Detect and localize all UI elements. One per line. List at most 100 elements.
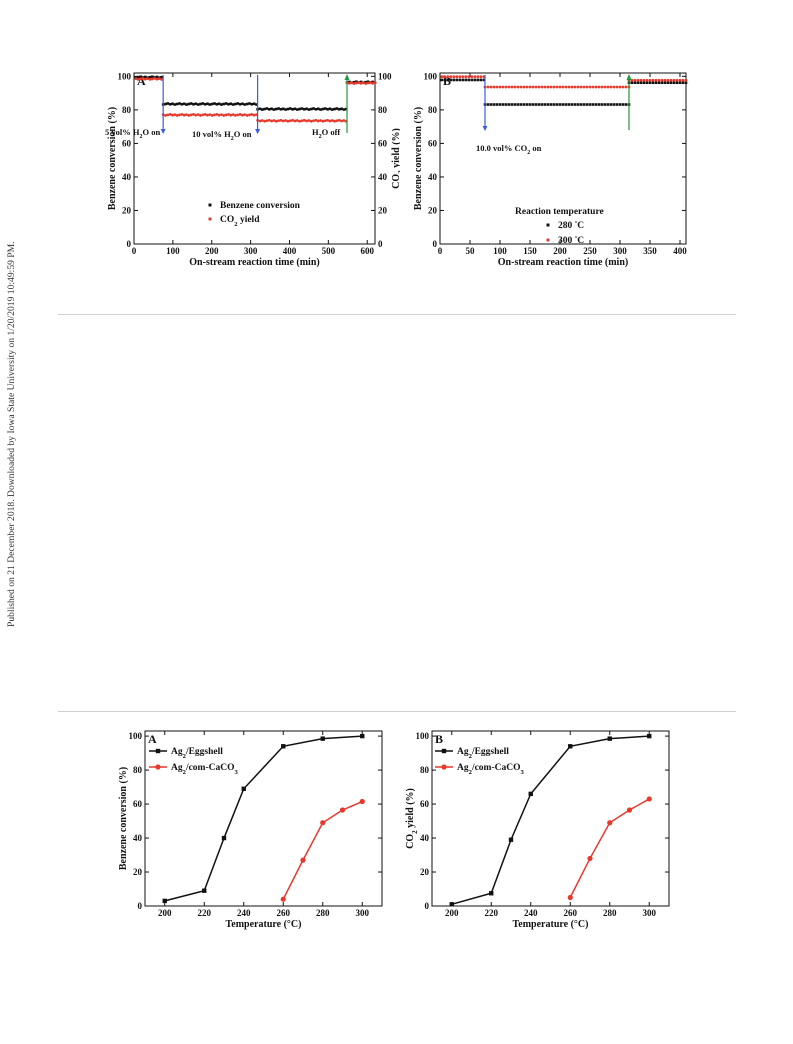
data-point <box>229 102 233 106</box>
data-point <box>291 118 294 122</box>
data-point <box>300 119 304 123</box>
data-point <box>210 114 214 117</box>
data-point <box>173 113 177 117</box>
data-point <box>206 113 209 117</box>
data-point <box>476 78 480 82</box>
data-point <box>250 102 254 106</box>
data-point <box>519 85 523 89</box>
data-point <box>510 85 514 89</box>
data-point <box>654 81 658 85</box>
data-point <box>344 107 348 111</box>
annotation-arrowhead <box>626 74 632 80</box>
data-point <box>585 85 589 89</box>
data-point <box>630 81 634 85</box>
x-tick-label: 300 <box>643 908 657 918</box>
data-point <box>449 75 453 79</box>
annotation-label: H2O off <box>312 127 340 140</box>
data-point <box>486 85 490 89</box>
data-point <box>486 103 490 106</box>
data-point <box>238 102 242 106</box>
legend-entry: Ag2/Eggshell <box>171 747 223 760</box>
data-point <box>187 114 191 117</box>
y-tick-label: 100 <box>129 731 143 741</box>
plot-frame <box>133 72 376 245</box>
data-point <box>213 113 216 117</box>
data-point <box>573 103 577 106</box>
data-point <box>168 102 172 106</box>
data-point <box>236 113 240 117</box>
data-point <box>280 896 286 902</box>
data-point <box>335 107 339 110</box>
figure-1-panel-a: 0 100 200 300 400 500 600 0 0 20 20 40 40 60 60 80 80 100… <box>100 62 405 277</box>
data-point <box>470 78 474 82</box>
data-point <box>277 119 280 123</box>
data-point <box>594 103 598 106</box>
panel-label: A <box>137 74 146 88</box>
data-point <box>286 107 290 111</box>
data-point <box>185 113 188 117</box>
data-point <box>189 113 193 117</box>
data-point <box>173 103 177 106</box>
data-point <box>279 118 283 122</box>
data-point <box>234 102 237 106</box>
x-tick-label: 250 <box>583 246 597 256</box>
data-point <box>300 857 306 863</box>
data-point <box>461 78 465 82</box>
panel-label: A <box>148 732 157 746</box>
legend-entry: Ag2/com-CaCO3 <box>457 763 525 776</box>
figure-2-panel-b-chart: 200 220 240 260 280 300 0 20 40 60 80 100 Temperatur… <box>405 730 670 930</box>
y-tick-label: 60 <box>122 138 132 148</box>
data-point <box>587 855 593 862</box>
data-point <box>579 85 583 89</box>
data-point <box>564 103 568 106</box>
data-point <box>136 77 140 81</box>
data-point <box>202 888 207 893</box>
x-tick-label: 200 <box>445 908 459 918</box>
data-point <box>150 75 154 78</box>
data-point <box>293 107 297 111</box>
data-point <box>373 81 377 85</box>
data-point <box>498 85 502 89</box>
data-point <box>305 107 308 111</box>
y2-tick-label: 100 <box>378 71 392 81</box>
data-point <box>227 113 230 116</box>
x-axis-label: On-stream reaction time (min) <box>498 257 628 268</box>
data-point <box>192 113 195 116</box>
data-point <box>675 81 679 85</box>
data-point <box>241 102 244 106</box>
data-point <box>347 81 351 85</box>
data-point <box>164 114 167 117</box>
data-point <box>449 78 453 82</box>
data-point <box>507 85 511 89</box>
data-point <box>519 103 523 106</box>
data-point <box>314 118 318 122</box>
data-point <box>187 102 191 106</box>
data-point <box>139 77 143 81</box>
data-point <box>312 107 315 110</box>
data-point <box>252 113 256 117</box>
data-point <box>298 107 301 111</box>
data-point <box>245 102 249 106</box>
data-point <box>252 102 256 106</box>
data-point <box>215 113 219 116</box>
data-point <box>231 103 235 106</box>
data-point <box>309 107 313 111</box>
data-point <box>180 102 184 106</box>
data-point <box>537 85 541 89</box>
data-point <box>319 108 322 111</box>
data-point <box>243 113 247 117</box>
y2-tick-label: 0 <box>378 239 383 249</box>
data-point <box>588 103 592 106</box>
data-point <box>194 102 198 106</box>
data-point <box>489 103 493 106</box>
data-point <box>134 77 138 81</box>
data-point <box>221 835 227 841</box>
data-point <box>291 107 294 111</box>
annotation-label: 10.0 vol% CO2 on <box>476 143 542 156</box>
data-point <box>368 81 372 84</box>
data-point <box>337 107 341 111</box>
annotation-arrowhead <box>160 129 166 134</box>
data-point <box>274 107 278 111</box>
data-point <box>648 78 652 82</box>
